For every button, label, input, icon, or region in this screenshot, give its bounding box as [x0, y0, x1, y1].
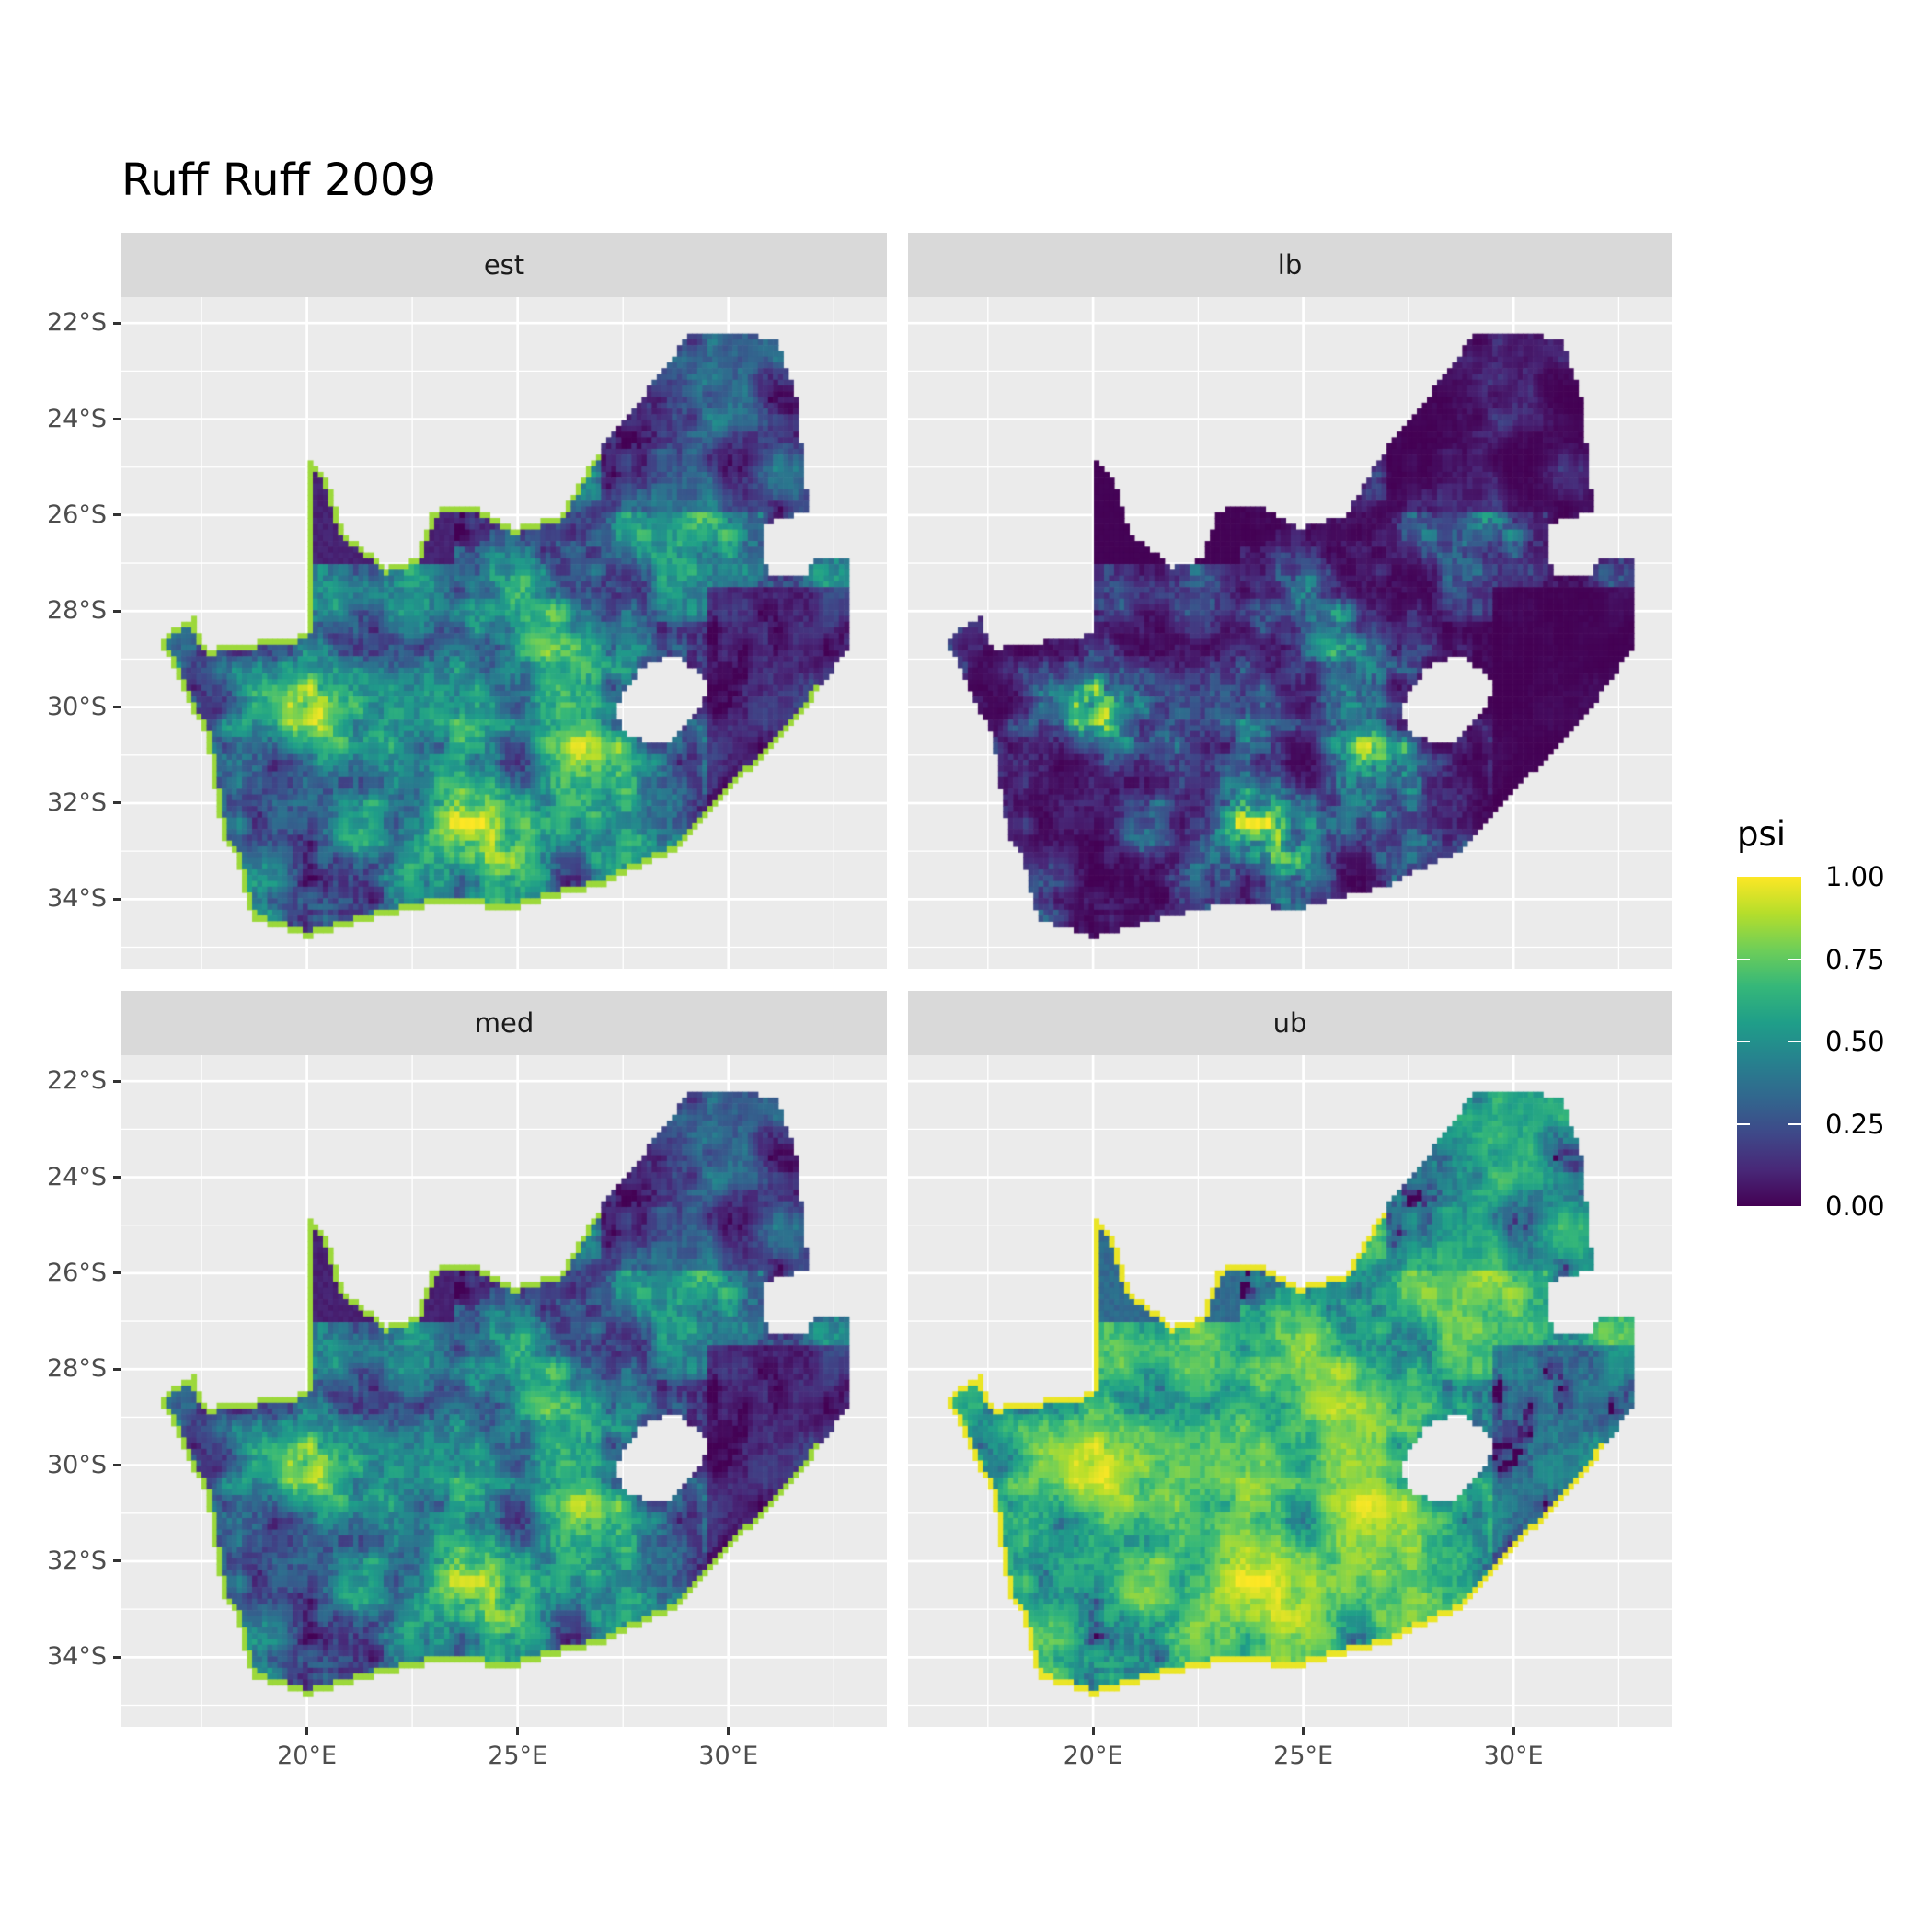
facet-panel-est	[121, 297, 887, 969]
y-tick-mark	[113, 1367, 121, 1371]
facet-strip-lb: lb	[908, 233, 1672, 297]
facet-panel-med	[121, 1055, 887, 1727]
facet-strip-est: est	[121, 233, 887, 297]
y-tick-label: 32°S	[47, 788, 107, 817]
x-tick-mark	[305, 1727, 309, 1735]
legend-tick	[1788, 1041, 1801, 1042]
y-tick-label: 32°S	[47, 1546, 107, 1575]
x-tick-mark	[1512, 1727, 1515, 1735]
facet-strip-ub: ub	[908, 991, 1672, 1055]
facet-panel-lb	[908, 297, 1672, 969]
y-tick-label: 22°S	[47, 1066, 107, 1096]
psi-raster-ub	[908, 1055, 1672, 1727]
x-tick-mark	[1091, 1727, 1095, 1735]
psi-raster-est	[121, 297, 887, 969]
x-tick-mark	[1302, 1727, 1305, 1735]
y-tick-label: 24°S	[47, 1162, 107, 1191]
y-tick-label: 26°S	[47, 500, 107, 529]
y-tick-label: 22°S	[47, 308, 107, 338]
facet-panel-ub	[908, 1055, 1672, 1727]
y-tick-label: 28°S	[47, 596, 107, 626]
legend-label: 1.00	[1825, 861, 1885, 892]
y-tick-mark	[113, 513, 121, 517]
legend-tick	[1737, 1041, 1750, 1042]
y-tick-mark	[113, 706, 121, 709]
legend-tick	[1737, 958, 1750, 960]
x-tick-label: 30°E	[1483, 1742, 1544, 1770]
y-tick-mark	[113, 801, 121, 805]
y-tick-label: 34°S	[47, 884, 107, 914]
y-tick-mark	[113, 1464, 121, 1467]
legend-label: 0.25	[1825, 1108, 1885, 1140]
y-tick-mark	[113, 1176, 121, 1179]
y-tick-mark	[113, 321, 121, 325]
legend-tick	[1788, 1122, 1801, 1125]
y-tick-mark	[113, 1655, 121, 1659]
x-tick-label: 20°E	[277, 1742, 338, 1770]
y-tick-mark	[113, 897, 121, 901]
legend-tick	[1788, 958, 1801, 960]
x-tick-mark	[516, 1727, 520, 1735]
x-tick-label: 25°E	[488, 1742, 548, 1770]
x-tick-mark	[727, 1727, 730, 1735]
legend-label: 0.50	[1825, 1026, 1885, 1057]
x-tick-label: 20°E	[1063, 1742, 1123, 1770]
legend-label: 0.00	[1825, 1190, 1885, 1222]
psi-raster-lb	[908, 297, 1672, 969]
legend-title: psi	[1737, 814, 1787, 854]
y-tick-label: 26°S	[47, 1258, 107, 1287]
y-tick-label: 28°S	[47, 1354, 107, 1384]
y-tick-mark	[113, 418, 121, 421]
legend-tick	[1737, 1122, 1750, 1125]
psi-raster-med	[121, 1055, 887, 1727]
y-tick-mark	[113, 1271, 121, 1275]
facet-strip-med: med	[121, 991, 887, 1055]
x-tick-label: 30°E	[698, 1742, 759, 1770]
legend-label: 0.75	[1825, 943, 1885, 975]
y-tick-label: 30°S	[47, 692, 107, 721]
y-tick-mark	[113, 609, 121, 613]
y-tick-label: 34°S	[47, 1642, 107, 1672]
y-tick-label: 24°S	[47, 404, 107, 433]
y-tick-label: 30°S	[47, 1450, 107, 1479]
chart-title: Ruff Ruff 2009	[121, 155, 437, 206]
y-tick-mark	[113, 1079, 121, 1083]
x-tick-label: 25°E	[1273, 1742, 1334, 1770]
y-tick-mark	[113, 1559, 121, 1563]
